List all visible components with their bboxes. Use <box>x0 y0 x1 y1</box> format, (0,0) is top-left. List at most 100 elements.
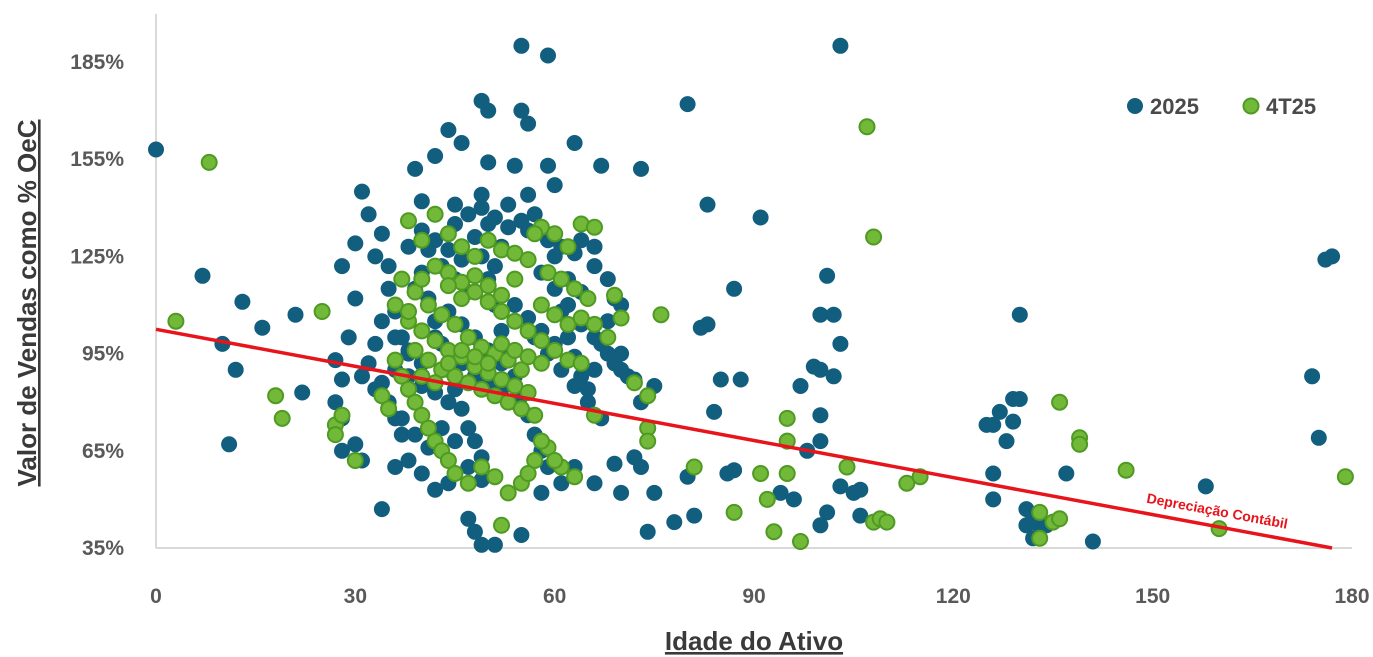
scatter-point-2025 <box>1018 517 1035 534</box>
scatter-point-4t25 <box>499 484 517 502</box>
scatter-point-4t25 <box>373 387 391 405</box>
scatter-point-4t25 <box>479 231 497 249</box>
scatter-point-4t25 <box>459 474 477 492</box>
scatter-point-2025 <box>493 322 510 339</box>
scatter-point-4t25 <box>413 322 431 340</box>
scatter-point-2025 <box>679 96 696 113</box>
scatter-point-4t25 <box>526 406 544 424</box>
scatter-point-2025 <box>540 157 556 174</box>
scatter-point-4t25 <box>406 283 424 301</box>
scatter-point-4t25 <box>486 468 504 486</box>
scatter-point-2025 <box>1058 465 1075 482</box>
scatter-point-2025 <box>194 267 211 284</box>
x-tick-label: 60 <box>543 585 566 608</box>
scatter-point-2025 <box>985 491 1002 508</box>
scatter-point-2025 <box>373 313 390 330</box>
scatter-point-2025 <box>852 481 869 498</box>
scatter-point-2025 <box>347 436 364 453</box>
scatter-point-4t25 <box>393 270 411 288</box>
scatter-point-4t25 <box>778 409 796 427</box>
y-axis-ticks: 35% 65% 95% 125% 155% 185% <box>70 51 124 560</box>
scatter-point-2025 <box>373 225 390 242</box>
scatter-point-2025 <box>666 514 683 531</box>
scatter-point-2025 <box>1011 391 1028 407</box>
scatter-point-4t25 <box>752 465 770 482</box>
scatter-point-4t25 <box>532 354 550 372</box>
scatter-point-2025 <box>752 209 769 226</box>
scatter-point-2025 <box>221 436 238 453</box>
scatter-point-2025 <box>380 280 397 297</box>
scatter-point-2025 <box>812 306 829 323</box>
scatter-point-4t25 <box>473 458 491 476</box>
scatter-point-4t25 <box>572 309 590 327</box>
axes <box>155 14 1352 549</box>
scatter-point-2025 <box>639 523 656 540</box>
scatter-point-2025 <box>812 407 829 424</box>
trend-line <box>155 327 1333 550</box>
scatter-point-4t25 <box>572 354 590 372</box>
scatter-point-4t25 <box>426 332 444 350</box>
scatter-point-4t25 <box>453 238 471 256</box>
x-tick-label: 150 <box>1135 585 1170 608</box>
scatter-point-2025 <box>387 459 404 475</box>
scatter-point-2025 <box>812 517 829 534</box>
scatter-point-2025 <box>712 371 729 388</box>
scatter-point-4t25 <box>466 267 484 285</box>
scatter-point-4t25 <box>459 328 477 346</box>
scatter-point-2025 <box>586 329 603 346</box>
scatter-point-4t25 <box>765 523 783 541</box>
scatter-point-2025 <box>400 238 417 255</box>
scatter-point-2025 <box>593 157 610 174</box>
scatter-point-2025 <box>726 280 743 297</box>
scatter-point-4t25 <box>639 387 657 405</box>
scatter-point-4t25 <box>1031 503 1049 521</box>
y-tick-label: 185% <box>70 51 124 74</box>
scatter-point-2025 <box>340 329 357 346</box>
x-tick-label: 90 <box>742 585 765 608</box>
scatter-point-4t25 <box>493 303 510 320</box>
scatter-point-4t25 <box>493 516 510 534</box>
scatter-point-4t25 <box>1051 510 1069 528</box>
scatter-point-2025 <box>699 316 716 333</box>
scatter-point-2025 <box>466 433 483 450</box>
legend-marker-4t25 <box>1242 97 1260 115</box>
scatter-point-2025 <box>513 212 530 229</box>
scatter-point-2025 <box>473 472 490 488</box>
scatter-point-2025 <box>373 501 390 518</box>
scatter-point-4t25 <box>406 341 424 359</box>
scatter-point-4t25 <box>413 406 431 424</box>
scatter-point-4t25 <box>526 225 544 243</box>
scatter-point-4t25 <box>1336 468 1354 486</box>
scatter-point-4t25 <box>546 225 564 243</box>
scatter-point-4t25 <box>559 238 577 256</box>
scatter-point-2025 <box>566 135 583 151</box>
scatter-point-4t25 <box>546 306 564 324</box>
scatter-point-4t25 <box>599 328 617 346</box>
scatter-point-2025 <box>520 115 537 132</box>
scatter-point-4t25 <box>406 393 424 411</box>
scatter-point-4t25 <box>606 286 623 304</box>
scatter-point-4t25 <box>898 474 916 492</box>
scatter-point-2025 <box>393 426 410 443</box>
legend: 2025 4T25 <box>1127 94 1316 119</box>
scatter-point-4t25 <box>313 303 331 320</box>
scatter-point-4t25 <box>865 228 883 246</box>
scatter-point-4t25 <box>426 205 444 223</box>
scatter-point-4t25 <box>792 533 809 550</box>
scatter-point-2025 <box>506 157 523 174</box>
scatter-point-2025 <box>334 258 350 275</box>
scatter-point-2025 <box>427 148 444 164</box>
scatter-point-2025 <box>334 442 350 459</box>
scatter-point-4t25 <box>506 377 524 395</box>
scatter-point-2025 <box>533 484 550 501</box>
scatter-point-4t25 <box>493 371 510 388</box>
scatter-point-2025 <box>227 361 244 378</box>
scatter-point-4t25 <box>493 286 510 304</box>
scatter-point-4t25 <box>519 322 537 340</box>
scatter-point-2025 <box>354 368 370 385</box>
scatter-point-2025 <box>354 183 370 200</box>
scatter-point-2025 <box>646 484 663 501</box>
scatter-point-2025 <box>486 209 503 226</box>
scatter-point-2025 <box>579 394 596 411</box>
